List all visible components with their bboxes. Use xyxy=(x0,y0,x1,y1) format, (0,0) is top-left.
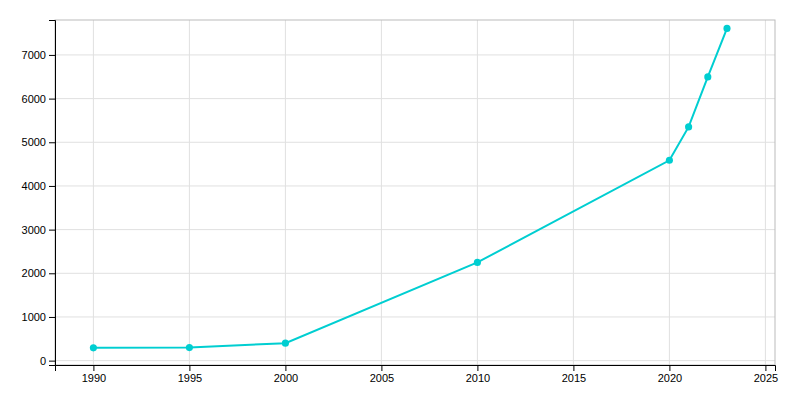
grid-line xyxy=(55,316,775,317)
grid-line xyxy=(55,185,775,186)
tick-mark xyxy=(49,99,55,100)
tick-mark xyxy=(765,365,766,371)
tick: 2000 xyxy=(274,365,298,384)
tick-label: 7000 xyxy=(22,49,46,61)
tick-label: 2025 xyxy=(754,372,778,384)
tick-label: 3000 xyxy=(22,224,46,236)
grid-line xyxy=(765,20,766,365)
tick-label: 0 xyxy=(40,355,46,367)
marker xyxy=(474,259,481,266)
grid-line xyxy=(573,20,574,365)
axis-line xyxy=(49,21,56,366)
grid-line xyxy=(55,98,775,99)
tick-mark xyxy=(49,55,55,56)
tick: 2020 xyxy=(658,365,682,384)
tick-label: 1000 xyxy=(22,311,46,323)
tick-label: 2015 xyxy=(562,372,586,384)
grid-line xyxy=(55,229,775,230)
grid-line xyxy=(55,142,775,143)
grid-line xyxy=(669,20,670,365)
axis-line xyxy=(56,366,776,372)
grid-line xyxy=(285,20,286,365)
marker xyxy=(685,123,692,130)
tick: 3000 xyxy=(22,224,55,236)
tick: 1990 xyxy=(82,365,106,384)
grid-line xyxy=(55,54,775,55)
tick-mark xyxy=(49,230,55,231)
tick: 5000 xyxy=(22,136,55,148)
tick: 6000 xyxy=(22,93,55,105)
tick-mark xyxy=(573,365,574,371)
tick: 2025 xyxy=(754,365,778,384)
tick-mark xyxy=(49,273,55,274)
tick-label: 5000 xyxy=(22,136,46,148)
marker xyxy=(186,344,193,351)
tick: 7000 xyxy=(22,49,55,61)
chart: 1990 1995 2000 2005 2010 2015 2020 2025 0 1000 200… xyxy=(0,0,800,400)
tick: 2010 xyxy=(466,365,490,384)
tick-mark xyxy=(49,142,55,143)
tick-label: 4000 xyxy=(22,180,46,192)
tick-mark xyxy=(49,361,55,362)
grid-line xyxy=(189,20,190,365)
grid xyxy=(55,20,775,365)
marker xyxy=(282,340,289,347)
tick: 2005 xyxy=(370,365,394,384)
x-axis: 1990 1995 2000 2005 2010 2015 2020 2025 xyxy=(56,365,779,384)
tick: 1995 xyxy=(178,365,202,384)
grid-line xyxy=(381,20,382,365)
tick: 1000 xyxy=(22,311,55,323)
line xyxy=(93,28,727,347)
tick-label: 2020 xyxy=(658,372,682,384)
tick-label: 2000 xyxy=(22,267,46,279)
y-axis: 0 1000 2000 3000 4000 5000 6000 7000 xyxy=(22,21,56,367)
tick-mark xyxy=(381,365,382,371)
tick-label: 6000 xyxy=(22,93,46,105)
marker xyxy=(723,25,730,32)
grid-line xyxy=(93,20,94,365)
plot: 1990 1995 2000 2005 2010 2015 2020 2025 0 1000 200… xyxy=(22,20,779,384)
tick-mark xyxy=(285,365,286,371)
marker xyxy=(666,157,673,164)
tick-mark xyxy=(189,365,190,371)
grid-line xyxy=(55,273,775,274)
tick-mark xyxy=(49,317,55,318)
tick: 2015 xyxy=(562,365,586,384)
tick-label: 1990 xyxy=(82,372,106,384)
tick-label: 1995 xyxy=(178,372,202,384)
grid-line xyxy=(55,360,775,361)
tick: 2000 xyxy=(22,267,55,279)
tick-mark xyxy=(477,365,478,371)
tick-label: 2000 xyxy=(274,372,298,384)
plot-frame xyxy=(55,20,775,365)
grid-line xyxy=(477,20,478,365)
tick-mark xyxy=(669,365,670,371)
tick-label: 2010 xyxy=(466,372,490,384)
marker xyxy=(704,73,711,80)
tick: 4000 xyxy=(22,180,55,192)
tick-mark xyxy=(49,186,55,187)
marker xyxy=(90,344,97,351)
tick: 0 xyxy=(40,355,55,367)
tick-mark xyxy=(93,365,94,371)
tick-label: 2005 xyxy=(370,372,394,384)
marks xyxy=(90,25,731,352)
